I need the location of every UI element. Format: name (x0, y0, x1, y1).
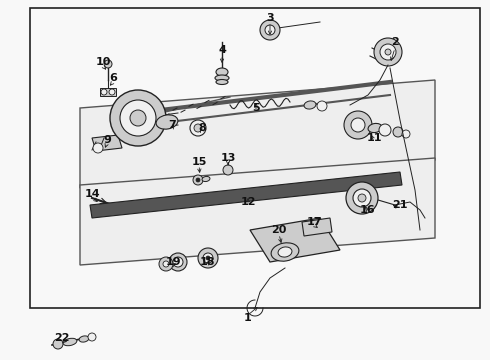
Text: 6: 6 (109, 73, 117, 83)
Polygon shape (302, 218, 332, 236)
Ellipse shape (216, 68, 228, 76)
Ellipse shape (53, 339, 63, 349)
Ellipse shape (380, 44, 396, 60)
Ellipse shape (265, 25, 275, 35)
Text: 13: 13 (220, 153, 236, 163)
Ellipse shape (402, 130, 410, 138)
Bar (30, 8, 480, 308)
Ellipse shape (196, 178, 200, 182)
Text: 16: 16 (359, 205, 375, 215)
Text: 22: 22 (54, 333, 70, 343)
Ellipse shape (79, 336, 89, 342)
Ellipse shape (358, 194, 366, 202)
Text: 15: 15 (191, 157, 207, 167)
Ellipse shape (120, 100, 156, 136)
Ellipse shape (216, 80, 228, 85)
Ellipse shape (198, 248, 218, 268)
Polygon shape (250, 218, 340, 262)
Ellipse shape (223, 165, 233, 175)
Ellipse shape (385, 49, 391, 55)
Ellipse shape (190, 120, 206, 136)
Ellipse shape (194, 124, 202, 132)
Text: 20: 20 (271, 225, 287, 235)
Ellipse shape (374, 38, 402, 66)
Text: 8: 8 (198, 123, 206, 133)
Ellipse shape (202, 176, 210, 181)
Ellipse shape (344, 111, 372, 139)
Ellipse shape (304, 101, 316, 109)
Ellipse shape (130, 110, 146, 126)
Ellipse shape (104, 60, 112, 68)
Text: 3: 3 (266, 13, 274, 23)
Ellipse shape (353, 189, 371, 207)
Text: 1: 1 (244, 313, 252, 323)
Text: 14: 14 (84, 189, 100, 199)
Ellipse shape (260, 20, 280, 40)
Ellipse shape (278, 247, 292, 257)
Text: 18: 18 (199, 257, 215, 267)
Ellipse shape (156, 115, 178, 129)
Ellipse shape (346, 182, 378, 214)
Ellipse shape (173, 257, 183, 267)
Text: 19: 19 (165, 257, 181, 267)
Ellipse shape (206, 256, 210, 260)
Ellipse shape (203, 253, 213, 263)
Text: 7: 7 (168, 120, 176, 130)
Ellipse shape (393, 127, 403, 137)
Text: 2: 2 (391, 37, 399, 47)
Ellipse shape (163, 261, 169, 267)
Ellipse shape (159, 257, 173, 271)
Ellipse shape (109, 89, 115, 95)
Text: 5: 5 (252, 103, 260, 113)
Polygon shape (80, 80, 435, 188)
Ellipse shape (88, 333, 96, 341)
Text: 21: 21 (392, 200, 408, 210)
Ellipse shape (169, 253, 187, 271)
Text: 10: 10 (96, 57, 111, 67)
Text: 17: 17 (306, 217, 322, 227)
Ellipse shape (379, 124, 391, 136)
Polygon shape (90, 172, 402, 218)
Text: 9: 9 (103, 135, 111, 145)
Ellipse shape (215, 75, 229, 81)
Ellipse shape (351, 118, 365, 132)
Polygon shape (100, 88, 116, 96)
Polygon shape (80, 158, 435, 265)
Ellipse shape (271, 243, 299, 261)
Text: 12: 12 (240, 197, 256, 207)
Ellipse shape (110, 90, 166, 146)
Ellipse shape (193, 175, 203, 185)
Text: 11: 11 (366, 133, 382, 143)
Text: 4: 4 (218, 45, 226, 55)
Ellipse shape (93, 143, 103, 153)
Ellipse shape (101, 89, 107, 95)
Ellipse shape (368, 123, 382, 132)
Polygon shape (92, 135, 122, 151)
Ellipse shape (317, 101, 327, 111)
Ellipse shape (63, 338, 77, 346)
